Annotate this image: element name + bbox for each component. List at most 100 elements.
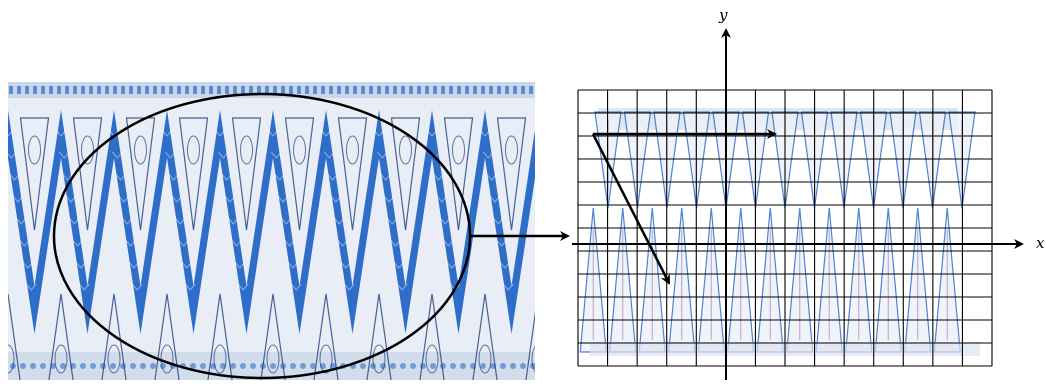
band-stitch [290, 283, 302, 291]
border-dot [360, 363, 366, 369]
fabric-motif [260, 293, 286, 380]
border-stitch [193, 86, 197, 94]
border-dot [420, 363, 426, 369]
band-stitch [227, 217, 239, 225]
band-stitch [267, 129, 279, 137]
band-stitch [58, 151, 70, 159]
border-dot [120, 363, 126, 369]
border-stitch [377, 86, 381, 94]
band-stitch [221, 173, 233, 181]
border-dot [110, 363, 116, 369]
band-stitch [380, 173, 392, 181]
border-stitch [465, 86, 469, 94]
band-stitch [115, 173, 127, 181]
band-stitch [426, 129, 438, 137]
band-stitch [492, 217, 504, 225]
fabric-motif-detail [240, 135, 253, 165]
border-dot [410, 363, 416, 369]
band-stitch [68, 217, 80, 225]
band-stitch [532, 129, 535, 134]
band-stitch [65, 195, 77, 203]
border-stitch [257, 86, 261, 94]
band-stitch [22, 261, 34, 269]
band-stitch [479, 129, 491, 137]
border-dot [200, 363, 206, 369]
band-stitch [9, 173, 21, 181]
band-stitch [19, 239, 30, 247]
band-stitch [373, 129, 385, 137]
x-axis-label: x [1036, 234, 1045, 252]
fabric-motif [551, 118, 579, 230]
fabric-motif-detail [425, 344, 439, 374]
border-dot [100, 363, 106, 369]
border-dot [400, 363, 406, 369]
band-stitch [128, 261, 140, 269]
border-stitch [457, 86, 461, 94]
band-stitch [62, 173, 74, 181]
border-dot [40, 363, 46, 369]
border-stitch [401, 86, 405, 94]
fabric-motif [313, 293, 339, 380]
band-stitch [55, 129, 67, 137]
border-stitch [73, 86, 77, 94]
border-dot [240, 363, 246, 369]
border-stitch [289, 86, 293, 94]
border-stitch [345, 86, 349, 94]
band-stitch [237, 283, 249, 291]
border-dot [130, 363, 136, 369]
fabric-motif-detail [293, 135, 306, 165]
border-stitch [137, 86, 141, 94]
band-stitch [486, 173, 498, 181]
border-dot [60, 363, 66, 369]
fabric-motif [525, 311, 535, 380]
band-stitch [287, 261, 299, 269]
border-stitch [17, 86, 21, 94]
border-stitch [145, 86, 149, 94]
border-stitch [49, 86, 53, 94]
border-stitch [329, 86, 333, 94]
border-stitch [169, 86, 173, 94]
band-stitch [330, 195, 342, 203]
border-dot [230, 363, 236, 369]
border-dot [480, 363, 486, 369]
band-stitch [433, 173, 445, 181]
border-stitch [393, 86, 397, 94]
fabric-motif [284, 117, 315, 231]
band-stitch [8, 129, 14, 137]
border-dot [300, 363, 306, 369]
fabric-motif [101, 293, 127, 380]
border-stitch [313, 86, 317, 94]
border-dot [430, 363, 436, 369]
band-stitch [482, 151, 494, 159]
border-stitch [65, 86, 69, 94]
border-stitch [249, 86, 253, 94]
border-dot [520, 363, 526, 369]
band-stitch [184, 283, 196, 291]
band-stitch [72, 239, 83, 247]
border-dot [250, 363, 256, 369]
border-stitch [201, 86, 205, 94]
y-axis-label: y [718, 6, 728, 24]
band-stitch [12, 195, 24, 203]
border-stitch [513, 86, 517, 94]
border-stitch [25, 86, 29, 94]
fabric-motif-detail [478, 344, 492, 374]
band-stitch [178, 239, 189, 247]
border-stitch [33, 86, 37, 94]
fabric-motif-detail [54, 344, 68, 374]
band-stitch [327, 173, 339, 181]
band-stitch [125, 239, 136, 247]
band-stitch [277, 195, 289, 203]
band-stitch [340, 261, 352, 269]
band-stitch [540, 174, 550, 180]
band-stitch [446, 261, 458, 269]
fabric-motif-detail [346, 135, 359, 165]
band-stitch [393, 261, 405, 269]
border-stitch [161, 86, 165, 94]
border-stitch [369, 86, 373, 94]
fabric-motif [8, 293, 21, 380]
fabric-motif-detail [107, 344, 121, 374]
fabric-motif [443, 117, 474, 231]
border-stitch [81, 86, 85, 94]
band-stitch [8, 151, 17, 159]
